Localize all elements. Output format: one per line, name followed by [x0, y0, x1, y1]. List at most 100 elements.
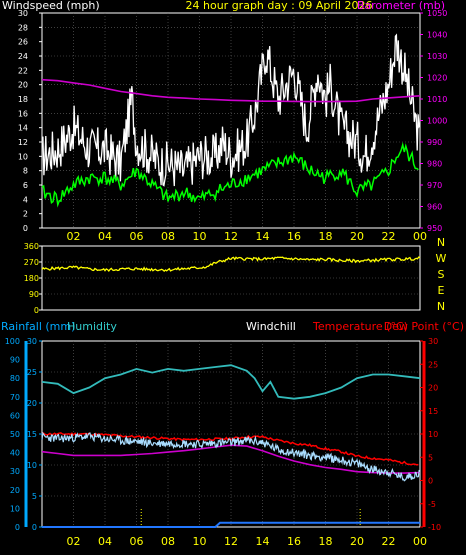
humidity-y-tick-label: 80	[10, 374, 20, 383]
wind-y-tick-label: 18	[18, 95, 28, 104]
wind-x-tick-label: 04	[98, 230, 112, 243]
temp-y-tick-label: 25	[428, 360, 438, 369]
wind-y-tick-label: 8	[23, 167, 28, 176]
compass-label: E	[438, 284, 445, 297]
humidity-y-tick-label: 30	[10, 467, 20, 476]
wind-x-tick-label: 20	[350, 230, 364, 243]
wind-x-tick-label: 08	[161, 230, 175, 243]
temp-y-tick-label: -5	[428, 500, 436, 509]
rain-y-tick-label: 15	[27, 430, 37, 439]
wind-axis-ticks: 02 4 6 8 10 12 14 16 18 20 22 24 26 28 30 950 960 970 980 9…	[18, 9, 448, 243]
wind-series-group	[41, 33, 421, 208]
temp-y-tick-label: 5	[428, 453, 433, 462]
windchill-label: Windchill	[246, 320, 296, 333]
humidity-line	[41, 364, 421, 400]
temperature-x-tick-label: 16	[287, 535, 301, 548]
wind-x-tick-label: 10	[193, 230, 207, 243]
direction-y-tick-label: 0	[34, 306, 39, 315]
wind-y-tick-label: 12	[18, 138, 28, 147]
barometer-line	[41, 78, 421, 103]
windspeed-label: Windspeed (mph)	[2, 0, 100, 12]
dew-point-label: Dew Point (°C)	[384, 320, 464, 333]
temp-y-tick-label: 15	[428, 407, 438, 416]
baro-y-tick-label: 1050	[427, 9, 447, 18]
baro-y-tick-label: 1030	[427, 52, 447, 61]
temperature-x-tick-label: 04	[98, 535, 112, 548]
temperature-x-tick-label: 10	[193, 535, 207, 548]
wind-x-tick-label: 16	[287, 230, 301, 243]
wind-gust-line	[41, 33, 421, 187]
baro-y-tick-label: 980	[427, 160, 442, 169]
wind-y-tick-label: 20	[18, 81, 28, 90]
compass-label: S	[438, 268, 445, 281]
temp-y-tick-label: 30	[428, 337, 438, 346]
rain-y-tick-label: 30	[27, 337, 37, 346]
temperature-x-tick-label: 00	[413, 535, 427, 548]
wind-gridlines	[42, 13, 420, 228]
baro-y-tick-label: 970	[427, 181, 442, 190]
baro-y-tick-label: 1020	[427, 74, 447, 83]
wind-y-tick-label: 28	[18, 23, 28, 32]
temperature-x-tick-label: 08	[161, 535, 175, 548]
baro-y-tick-label: 1000	[427, 117, 447, 126]
compass-label: W	[436, 252, 447, 265]
rain-y-tick-label: 5	[32, 492, 37, 501]
wind-y-tick-label: 10	[18, 152, 28, 161]
wind-y-tick-label: 24	[18, 52, 28, 61]
rainfall-line	[42, 521, 420, 528]
wind-y-tick-label: 30	[18, 9, 28, 18]
baro-y-tick-label: 960	[427, 203, 442, 212]
temperature-x-tick-label: 22	[382, 535, 396, 548]
humidity-y-tick-label: 50	[10, 430, 20, 439]
windchill-line	[41, 431, 420, 482]
wind-y-tick-label: 0	[23, 224, 28, 233]
temp-y-tick-label: 20	[428, 384, 438, 393]
humidity-y-tick-label: 70	[10, 393, 20, 402]
rain-y-tick-label: 25	[27, 368, 37, 377]
baro-y-tick-label: 950	[427, 224, 442, 233]
rain-y-tick-label: 20	[27, 399, 37, 408]
graph-title: 24 hour graph day : 09 April 2026	[186, 0, 373, 12]
temperature-x-tick-label: 18	[319, 535, 333, 548]
direction-series-group	[41, 256, 421, 272]
direction-y-tick-label: 180	[24, 274, 39, 283]
wind-y-tick-label: 22	[18, 66, 28, 75]
wind-x-tick-label: 22	[382, 230, 396, 243]
wind-y-tick-label: 6	[23, 181, 28, 190]
rain-y-tick-label: 0	[32, 523, 37, 532]
humidity-y-tick-label: 100	[5, 337, 20, 346]
barometer-label: Barometer (mb)	[357, 0, 445, 12]
rainfall-label: Rainfall (mm)	[1, 320, 75, 333]
wind-direction-line	[41, 256, 421, 272]
temperature-x-tick-label: 06	[130, 535, 144, 548]
temp-y-tick-label: -10	[428, 523, 441, 532]
temperature-x-tick-label: 02	[67, 535, 81, 548]
wind-x-tick-label: 02	[67, 230, 81, 243]
direction-y-tick-label: 270	[24, 258, 39, 267]
temperature-series-group	[41, 364, 421, 528]
wind-plot-frame	[41, 12, 421, 229]
temperature-x-tick-label: 20	[350, 535, 364, 548]
humidity-y-tick-label: 40	[10, 449, 20, 458]
baro-y-tick-label: 990	[427, 138, 442, 147]
temp-y-tick-label: 0	[428, 477, 433, 486]
humidity-y-tick-label: 60	[10, 411, 20, 420]
direction-y-tick-label: 90	[29, 290, 39, 299]
wind-x-tick-label: 18	[319, 230, 333, 243]
temperature-label: Temperature (°C)	[312, 320, 408, 333]
wind-y-tick-label: 16	[18, 109, 28, 118]
humidity-y-tick-label: 90	[10, 356, 20, 365]
humidity-label: Humidity	[67, 320, 117, 333]
wind-x-tick-label: 00	[413, 230, 427, 243]
humidity-y-tick-label: 10	[10, 504, 20, 513]
wind-y-tick-label: 4	[23, 195, 28, 204]
humidity-y-tick-label: 0	[15, 523, 20, 532]
temp-y-tick-label: 10	[428, 430, 438, 439]
baro-y-tick-label: 1040	[427, 31, 447, 40]
rain-y-tick-label: 10	[27, 461, 37, 470]
wind-y-tick-label: 26	[18, 38, 28, 47]
wind-y-tick-label: 14	[18, 124, 28, 133]
wind-x-tick-label: 06	[130, 230, 144, 243]
